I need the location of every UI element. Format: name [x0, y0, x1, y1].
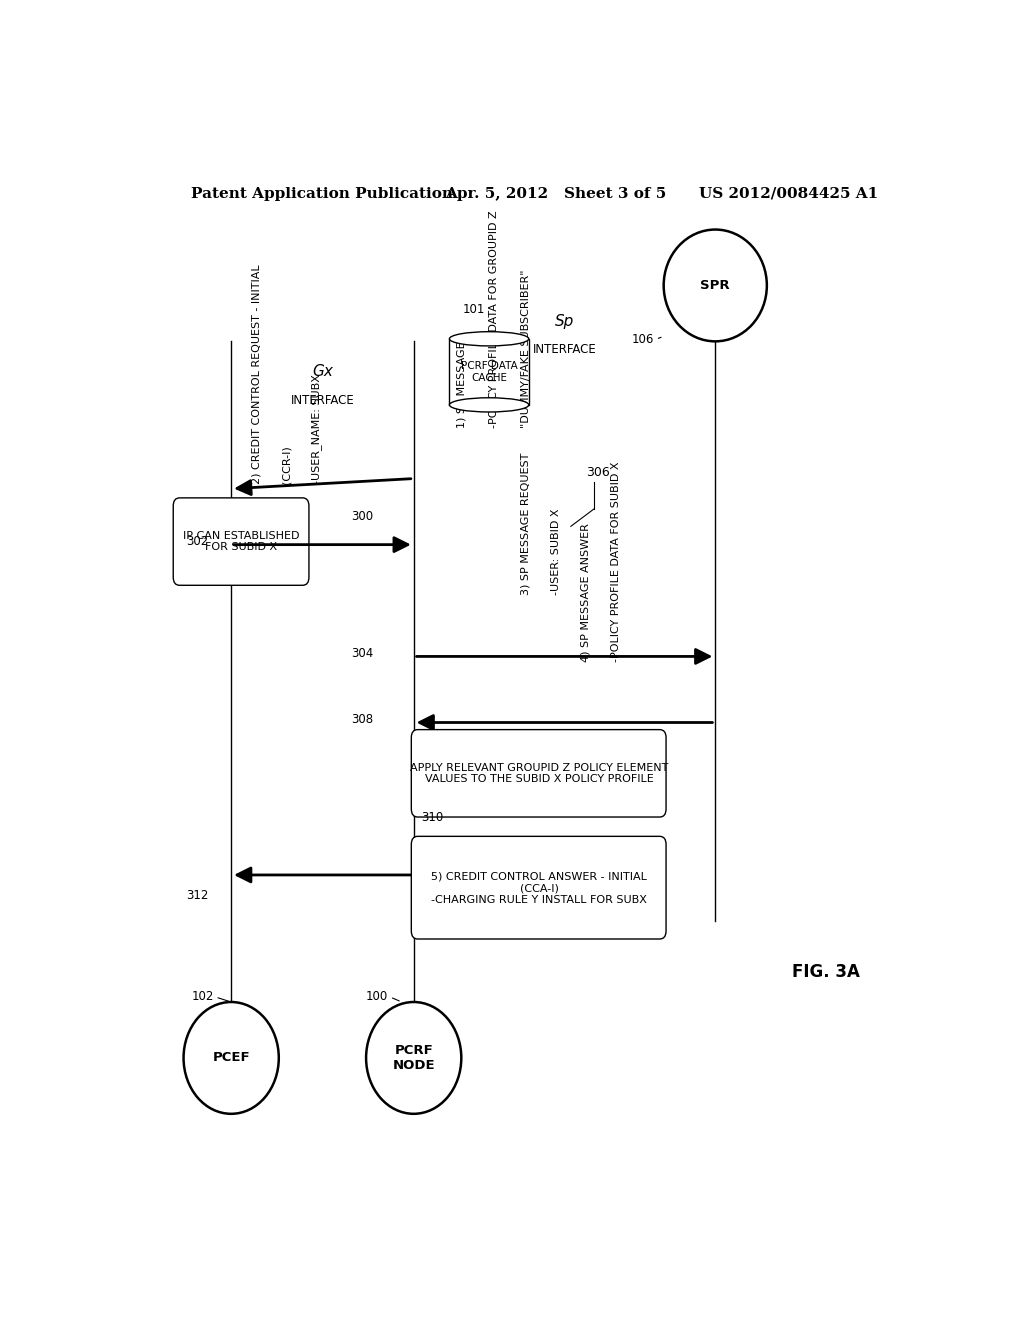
Text: 3) SP MESSAGE REQUEST: 3) SP MESSAGE REQUEST — [521, 453, 530, 595]
Text: 300: 300 — [351, 510, 373, 523]
Text: 302: 302 — [186, 535, 208, 548]
Text: (CCR-I): (CCR-I) — [282, 445, 291, 483]
Text: APPLY RELEVANT GROUPID Z POLICY ELEMENT
VALUES TO THE SUBID X POLICY PROFILE: APPLY RELEVANT GROUPID Z POLICY ELEMENT … — [410, 763, 669, 784]
Text: 101: 101 — [463, 304, 485, 315]
Text: INTERFACE: INTERFACE — [291, 393, 354, 407]
FancyBboxPatch shape — [412, 730, 666, 817]
Text: FIG. 3A: FIG. 3A — [793, 962, 860, 981]
Text: -USER: SUBID X: -USER: SUBID X — [551, 510, 561, 595]
Text: 2) CREDIT CONTROL REQUEST - INITIAL: 2) CREDIT CONTROL REQUEST - INITIAL — [251, 264, 261, 483]
Text: 102: 102 — [191, 990, 214, 1003]
Ellipse shape — [450, 397, 528, 412]
FancyBboxPatch shape — [412, 837, 666, 939]
Text: 306: 306 — [586, 466, 609, 479]
Text: 1) Sp MESSAGE: 1) Sp MESSAGE — [458, 341, 467, 428]
Text: 312: 312 — [185, 888, 208, 902]
Text: -POLICY PROFILE DATA FOR SUBID X: -POLICY PROFILE DATA FOR SUBID X — [610, 461, 621, 661]
Text: Apr. 5, 2012: Apr. 5, 2012 — [445, 187, 549, 201]
Text: US 2012/0084425 A1: US 2012/0084425 A1 — [699, 187, 879, 201]
Text: -USER_NAME: SUBX: -USER_NAME: SUBX — [311, 374, 323, 483]
Text: 106: 106 — [632, 333, 654, 346]
Text: PCRF DATA
CACHE: PCRF DATA CACHE — [461, 362, 517, 383]
Text: Sp: Sp — [555, 314, 574, 329]
Text: 310: 310 — [422, 810, 443, 824]
Text: -POLICY PROFILE DATA FOR GROUPID Z: -POLICY PROFILE DATA FOR GROUPID Z — [489, 210, 499, 428]
Text: Sheet 3 of 5: Sheet 3 of 5 — [564, 187, 667, 201]
Text: 308: 308 — [351, 713, 373, 726]
Text: PCRF
NODE: PCRF NODE — [392, 1044, 435, 1072]
Text: "DUMMY/FAKE SUBSCRIBER": "DUMMY/FAKE SUBSCRIBER" — [521, 269, 530, 428]
Text: Patent Application Publication: Patent Application Publication — [191, 187, 454, 201]
Ellipse shape — [367, 1002, 461, 1114]
Text: PCEF: PCEF — [212, 1052, 250, 1064]
FancyBboxPatch shape — [173, 498, 309, 585]
Ellipse shape — [664, 230, 767, 342]
Text: Gx: Gx — [312, 364, 333, 379]
Text: 4) SP MESSAGE ANSWER: 4) SP MESSAGE ANSWER — [581, 523, 591, 661]
Text: INTERFACE: INTERFACE — [532, 343, 596, 356]
Bar — [450, 339, 528, 405]
Ellipse shape — [183, 1002, 279, 1114]
Text: SPR: SPR — [700, 279, 730, 292]
Text: IP CAN ESTABLISHED
FOR SUBID X: IP CAN ESTABLISHED FOR SUBID X — [183, 531, 300, 552]
Text: 304: 304 — [351, 647, 373, 660]
Text: 5) CREDIT CONTROL ANSWER - INITIAL
(CCA-I)
-CHARGING RULE Y INSTALL FOR SUBX: 5) CREDIT CONTROL ANSWER - INITIAL (CCA-… — [431, 871, 647, 904]
Text: 100: 100 — [367, 990, 388, 1003]
Ellipse shape — [450, 331, 528, 346]
